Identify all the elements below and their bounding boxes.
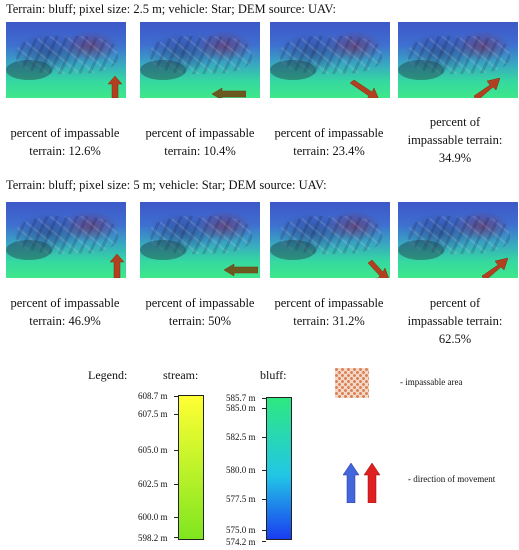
bluff-tick: 574.2 m xyxy=(226,537,256,547)
map-panel xyxy=(6,22,126,98)
impassable-caption: percent of impassable terrain: 31.2% xyxy=(274,296,384,328)
direction-arrow-red-icon xyxy=(364,463,380,503)
map-panel xyxy=(6,202,126,278)
impassable-caption: percent of impassable terrain: 34.9% xyxy=(407,115,503,165)
impassable-caption: percent of impassable terrain: 46.9% xyxy=(10,296,120,328)
direction-legend-label: - direction of movement xyxy=(408,474,496,484)
map-panel xyxy=(140,22,260,98)
bluff-legend-label: bluff: xyxy=(260,368,287,382)
stream-tick: 598.2 m xyxy=(138,533,168,543)
stream-colorbar xyxy=(178,395,204,540)
movement-arrow-icon xyxy=(482,258,508,278)
map-panel xyxy=(270,202,390,278)
stream-tick: 608.7 m xyxy=(138,391,168,401)
bluff-tick: 585.7 m xyxy=(226,393,256,403)
bluff-tick: 582.5 m xyxy=(226,432,256,442)
stream-tick: 607.5 m xyxy=(138,409,168,419)
row-2-title: Terrain: bluff; pixel size: 5 m; vehicle… xyxy=(6,178,327,192)
impassable-caption: percent of impassable terrain: 62.5% xyxy=(407,296,503,346)
impassable-legend-label: - impassable area xyxy=(400,377,463,387)
map-panel xyxy=(140,202,260,278)
impassable-caption: percent of impassable terrain: 50% xyxy=(145,296,255,328)
movement-arrow-icon xyxy=(368,260,389,278)
movement-arrow-icon xyxy=(108,76,122,98)
direction-arrow-blue-icon xyxy=(343,463,359,503)
impassable-caption: percent of impassable terrain: 23.4% xyxy=(274,126,384,158)
bluff-tick: 580.0 m xyxy=(226,465,256,475)
legend-label: Legend: xyxy=(88,368,128,382)
stream-tick: 600.0 m xyxy=(138,512,168,522)
movement-arrow-icon xyxy=(350,80,379,98)
stream-legend-label: stream: xyxy=(163,368,199,382)
movement-arrow-icon xyxy=(110,254,124,278)
bluff-tick: 585.0 m xyxy=(226,403,256,413)
row-1-title: Terrain: bluff; pixel size: 2.5 m; vehic… xyxy=(6,2,336,16)
movement-arrow-icon xyxy=(474,78,500,98)
bluff-tick: 577.5 m xyxy=(226,494,256,504)
impassable-caption: percent of impassable terrain: 12.6% xyxy=(10,126,120,158)
map-panel xyxy=(270,22,390,98)
bluff-colorbar xyxy=(266,397,292,540)
impassable-swatch xyxy=(335,368,369,398)
impassable-caption: percent of impassable terrain: 10.4% xyxy=(145,126,255,158)
movement-arrow-icon xyxy=(224,264,258,276)
map-panel xyxy=(398,202,518,278)
map-panel xyxy=(398,22,518,98)
stream-tick: 605.0 m xyxy=(138,445,168,455)
stream-tick: 602.5 m xyxy=(138,479,168,489)
bluff-tick: 575.0 m xyxy=(226,525,256,535)
movement-arrow-icon xyxy=(212,88,246,98)
